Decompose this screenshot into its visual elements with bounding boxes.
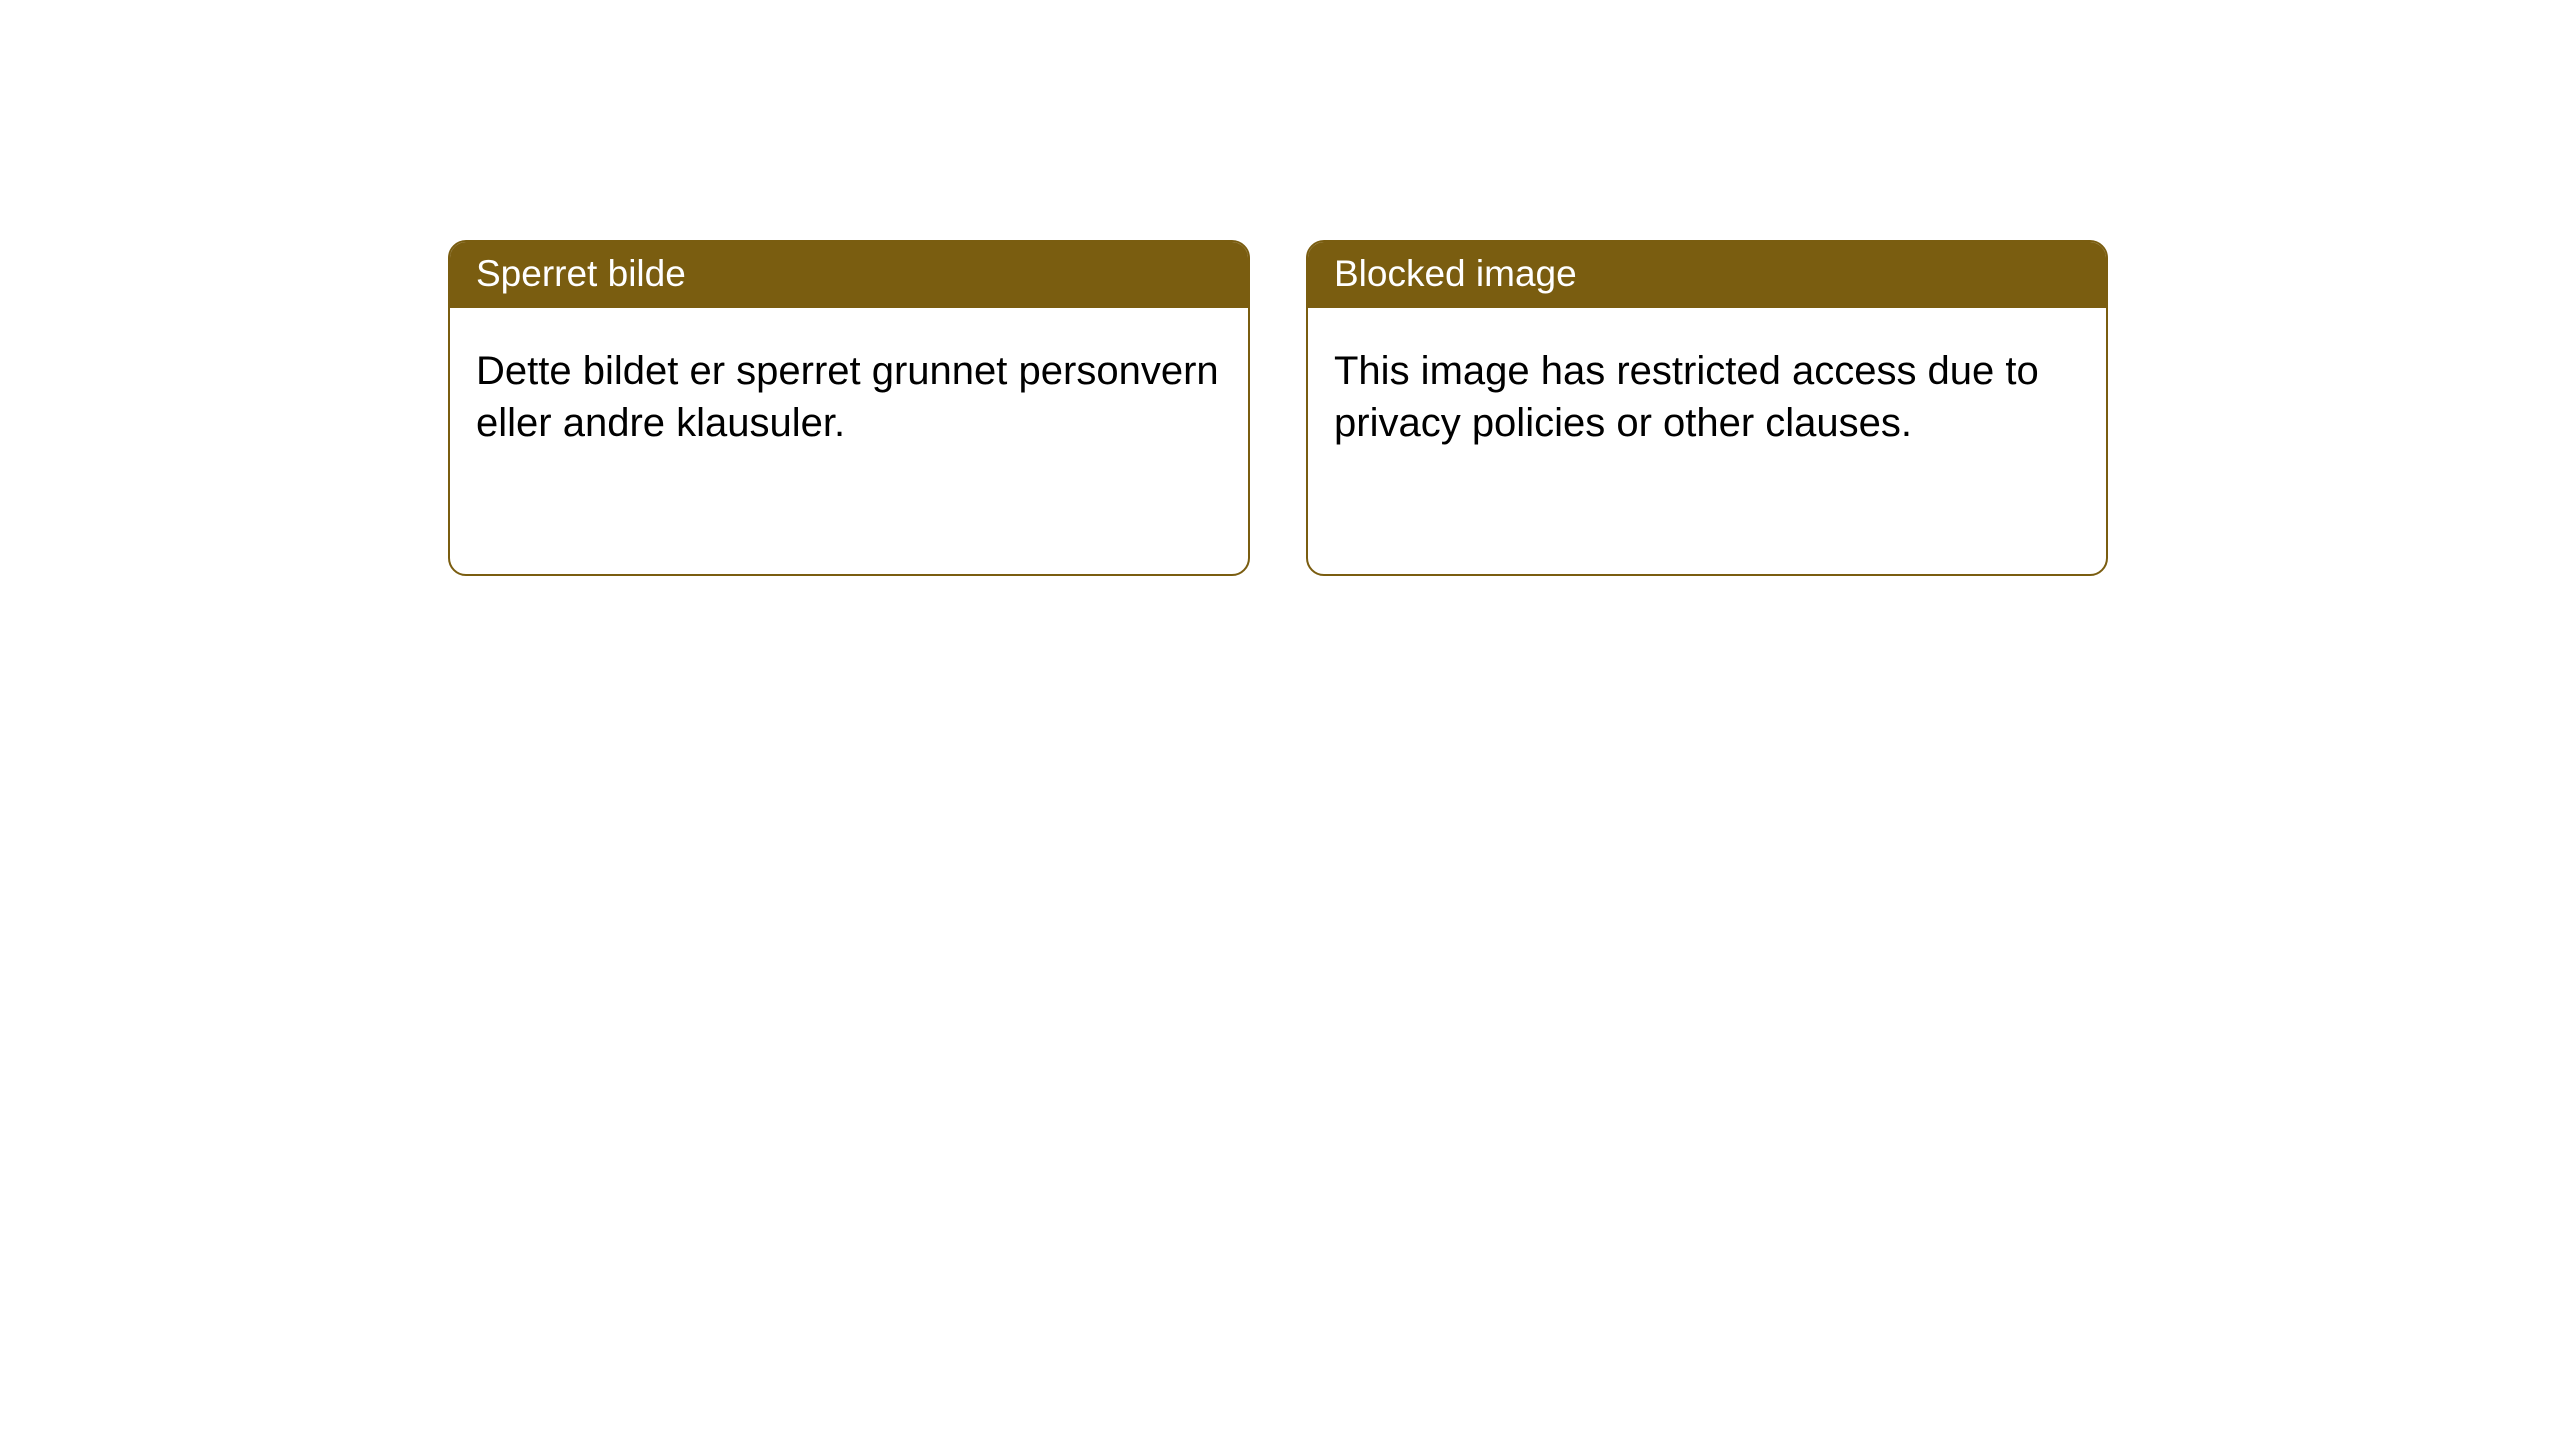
blocked-image-card-english: Blocked image This image has restricted … [1306, 240, 2108, 576]
blocked-image-card-norwegian: Sperret bilde Dette bildet er sperret gr… [448, 240, 1250, 576]
notice-cards-container: Sperret bilde Dette bildet er sperret gr… [0, 0, 2560, 576]
card-header: Blocked image [1308, 242, 2106, 308]
card-body-text: Dette bildet er sperret grunnet personve… [450, 308, 1248, 474]
card-header: Sperret bilde [450, 242, 1248, 308]
card-body-text: This image has restricted access due to … [1308, 308, 2106, 474]
